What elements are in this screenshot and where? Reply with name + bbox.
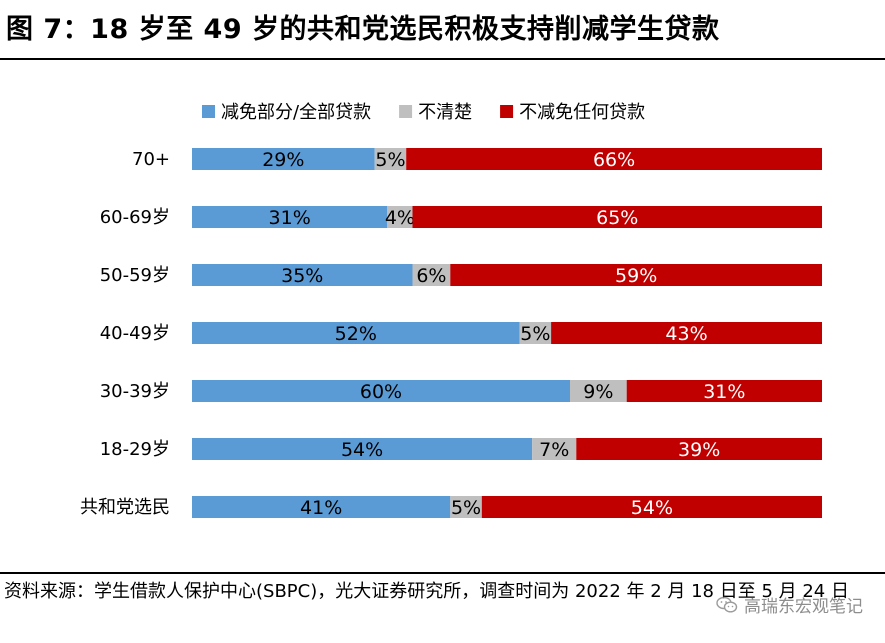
category-label: 40-49岁 (100, 323, 170, 344)
watermark-text: 高瑞东宏观笔记 (744, 597, 863, 617)
data-label: 52% (335, 323, 377, 345)
data-label: 31% (703, 381, 745, 403)
data-label: 5% (375, 149, 405, 171)
data-label: 35% (281, 265, 323, 287)
bar-segment (192, 206, 388, 228)
data-label: 43% (665, 323, 707, 345)
watermark: 高瑞东宏观笔记 (716, 592, 863, 617)
data-label: 60% (360, 381, 402, 403)
legend-label-1: 减免部分/全部贷款 (221, 102, 371, 123)
bar-segment (626, 380, 822, 402)
source-note: 资料来源：学生借款人保护中心(SBPC)，光大证券研究所，调查时间为 2022 … (4, 581, 849, 602)
bar-segment (519, 322, 552, 344)
bar-segment (412, 264, 451, 286)
legend-swatch-2 (399, 105, 413, 118)
bar-segment (192, 438, 533, 460)
category-label: 共和党选民 (80, 497, 170, 518)
stacked-bar-chart: 减免部分/全部贷款 不清楚 不减免任何贷款 70+ 29% 5% 66% 60-69岁 31% 4… (80, 102, 822, 519)
bar-segment (412, 206, 822, 228)
bar-segment (374, 148, 407, 170)
legend-label-2: 不清楚 (418, 102, 472, 123)
category-label: 70+ (132, 149, 170, 170)
data-label: 6% (416, 265, 446, 287)
bar-segment (192, 322, 520, 344)
category-label: 18-29岁 (100, 439, 170, 460)
legend-swatch-1 (202, 105, 215, 118)
legend-label-3: 不减免任何贷款 (519, 102, 645, 123)
category-label: 30-39岁 (100, 381, 170, 402)
bar-segment (192, 264, 413, 286)
bar-segment (551, 322, 822, 344)
bar-segment (481, 496, 822, 518)
category-label: 60-69岁 (100, 207, 170, 228)
data-label: 31% (269, 207, 311, 229)
data-label: 9% (583, 381, 613, 403)
bar-segment (450, 496, 482, 518)
data-label: 4% (385, 207, 415, 229)
data-label: 54% (341, 439, 383, 461)
data-label: 54% (631, 497, 673, 519)
data-label: 59% (615, 265, 657, 287)
bar-segment (192, 380, 570, 402)
bar-segment (192, 148, 375, 170)
bar-segment (387, 206, 413, 228)
bar-segment (192, 496, 451, 518)
bar-segment (570, 380, 627, 402)
data-label: 5% (520, 323, 550, 345)
data-label: 39% (678, 439, 720, 461)
data-label: 65% (596, 207, 638, 229)
data-label: 66% (593, 149, 635, 171)
data-label: 29% (262, 149, 304, 171)
title-rule (0, 58, 885, 60)
category-label: 50-59岁 (100, 265, 170, 286)
bar-segment (406, 148, 822, 170)
data-label: 7% (539, 439, 569, 461)
figure-title: 图 7：18 岁至 49 岁的共和党选民积极支持削减学生贷款 (6, 14, 720, 45)
legend-swatch-3 (500, 105, 514, 118)
data-label: 5% (451, 497, 481, 519)
bar-segment (532, 438, 577, 460)
wechat-icon (716, 596, 738, 613)
data-label: 41% (300, 497, 342, 519)
bar-segment (576, 438, 822, 460)
bar-segment (450, 264, 822, 286)
source-rule (0, 572, 885, 574)
